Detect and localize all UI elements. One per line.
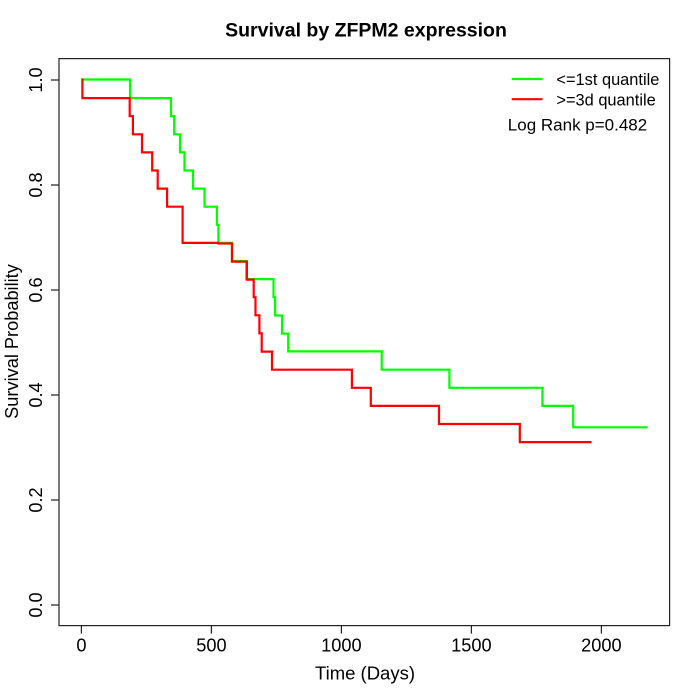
svg-text:0: 0 <box>76 636 86 656</box>
svg-text:Survival Probability: Survival Probability <box>2 263 22 419</box>
svg-text:0.0: 0.0 <box>26 592 46 617</box>
svg-text:<=1st quantile: <=1st quantile <box>556 71 659 89</box>
svg-text:Survival by ZFPM2 expression: Survival by ZFPM2 expression <box>225 20 507 42</box>
svg-text:0.6: 0.6 <box>26 277 46 302</box>
svg-text:2000: 2000 <box>581 636 621 656</box>
svg-text:>=3d quantile: >=3d quantile <box>556 91 655 109</box>
svg-text:Log Rank p=0.482: Log Rank p=0.482 <box>508 115 647 134</box>
svg-text:0.2: 0.2 <box>26 487 46 512</box>
svg-text:0.4: 0.4 <box>26 382 46 407</box>
svg-text:1000: 1000 <box>321 636 361 656</box>
svg-text:0.8: 0.8 <box>26 172 46 197</box>
svg-text:1500: 1500 <box>451 636 491 656</box>
svg-text:500: 500 <box>196 636 226 656</box>
svg-text:1.0: 1.0 <box>26 67 46 92</box>
svg-text:Time (Days): Time (Days) <box>315 662 415 683</box>
